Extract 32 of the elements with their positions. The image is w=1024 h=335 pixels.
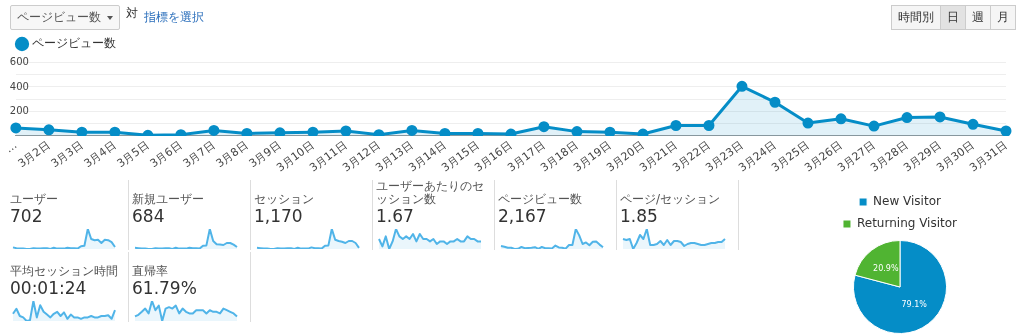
chart-subtitle: 1,170 (254, 206, 304, 226)
chart-title: ページビュー数 (498, 191, 583, 206)
chart-subtitle: 00:01:24 (10, 278, 88, 298)
data-label: 79.1% (901, 300, 928, 310)
chart-title: 平均セッション時間 (10, 263, 119, 278)
chart-title: ユーザーあたりのセッション数 (376, 179, 485, 206)
text: 対 (126, 5, 138, 22)
chart-subtitle: 61.79% (132, 278, 198, 298)
chart-title: 新規ユーザー (132, 191, 205, 206)
chart-title: ユーザー (10, 191, 59, 206)
y-tick-label: 200 (9, 105, 29, 117)
y-tick-label: 400 (9, 80, 29, 92)
chart-subtitle: 702 (10, 206, 44, 226)
text: 日 (940, 5, 966, 30)
chart-title: セッション (254, 191, 315, 206)
chart-subtitle: 1.67 (376, 206, 415, 226)
legend-label: Returning Visitor (856, 216, 958, 231)
x-tick-label: … (2, 138, 20, 156)
text: 指標を選択 (144, 9, 204, 26)
text: ページビュー数 (17, 9, 101, 26)
data-label: 20.9% (873, 263, 899, 273)
chart-title: 直帰率 (132, 263, 169, 278)
chart-subtitle: 2,167 (498, 206, 548, 226)
text: 月 (990, 5, 1016, 30)
text: 時間別 (891, 5, 941, 30)
chart-subtitle: 1.85 (620, 206, 659, 226)
chart-subtitle: 684 (132, 206, 166, 226)
y-tick-label: 600 (9, 56, 29, 68)
legend-label: ページビュー数 (32, 36, 116, 51)
chart-title: ページ/セッション (620, 191, 722, 206)
legend-label: New Visitor (873, 194, 941, 209)
text: 週 (965, 5, 991, 30)
